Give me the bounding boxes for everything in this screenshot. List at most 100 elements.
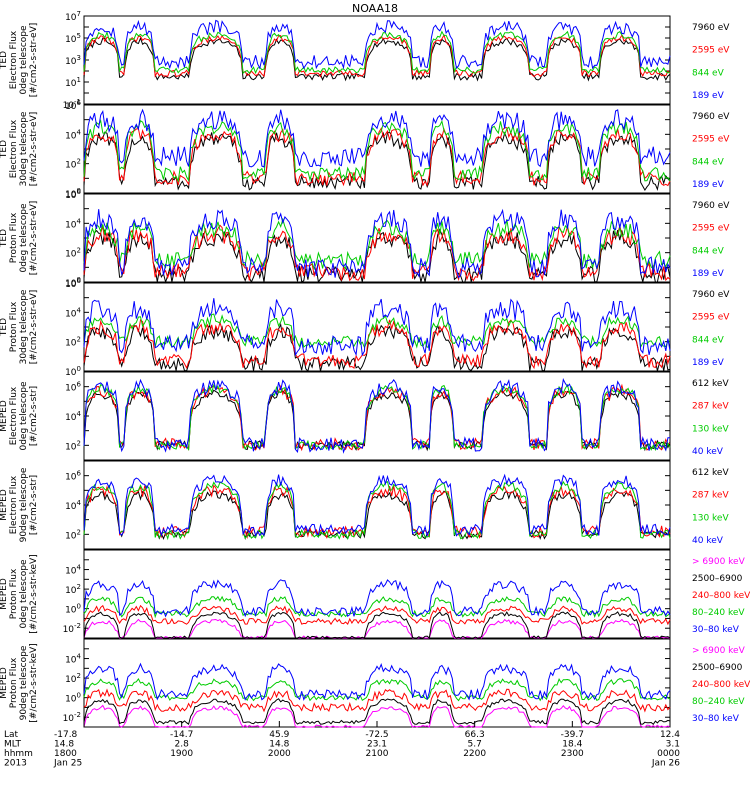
y-tick-label: 102: [65, 247, 81, 260]
y-axis-label: MEPEDProton Flux90deg telescope[#/cm2-s-…: [0, 643, 39, 722]
panels: 10-1 101 103 105 107 TEDElectron Flux0deg tel…: [0, 10, 750, 728]
y-axis-label: MEPEDProton Flux0deg telescope[#/cm2-s-s…: [0, 554, 39, 633]
y-tick-label: 102: [65, 528, 81, 541]
x-tick-label: Jan 25: [53, 759, 82, 769]
x-tick-label: 3.1: [666, 740, 680, 750]
series-line-1-3: [83, 30, 671, 75]
series-line-1-1: [83, 36, 671, 82]
series-line-1-2: [83, 33, 671, 78]
y-axis-label: MEPEDElectron Flux90deg telescope[#/cm2-…: [0, 467, 39, 542]
series-line-5-4: [83, 378, 670, 454]
panel-5: 102 104 106 MEPEDElectron Flux0deg telescop…: [0, 371, 729, 461]
y-tick-label: 106: [65, 188, 81, 201]
legend-entry: 40 keV: [692, 536, 724, 546]
y-tick-label: 10-2: [63, 711, 81, 724]
legend-entry: 189 eV: [692, 269, 725, 279]
x-tick-label: 45.9: [269, 730, 289, 740]
y-tick-label: 104: [65, 499, 81, 512]
legend-entry: 612 keV: [692, 468, 729, 478]
series-line-6-4: [83, 473, 671, 538]
legend-entry: 287 keV: [692, 402, 729, 412]
series-line-2-4: [83, 108, 671, 168]
legend-entry: 40 keV: [692, 447, 724, 457]
legend-entry: 844 eV: [692, 246, 725, 256]
legend-entry: 7960 eV: [692, 201, 730, 211]
x-row-label: 2013: [4, 759, 27, 769]
panel-3: 100 102 104 106 TEDProton Flux0deg telescope…: [0, 188, 730, 289]
legend-entry: > 6900 keV: [692, 646, 746, 656]
y-tick-label: 104: [65, 653, 81, 666]
x-tick-label: -72.5: [365, 730, 388, 740]
legend-entry: 30–80 keV: [692, 714, 740, 724]
panel-1: 10-1 101 103 105 107 TEDElectron Flux0deg tel…: [0, 10, 730, 111]
y-tick-label: 100: [65, 276, 81, 289]
x-tick-label: 2.8: [175, 740, 190, 750]
x-tick-label: 2000: [268, 749, 291, 759]
legend-entry: > 6900 keV: [692, 557, 746, 567]
y-tick-label: 104: [65, 128, 81, 141]
y-tick-label: 102: [65, 158, 81, 171]
series-line-3-2: [83, 223, 671, 282]
legend-entry: 189 eV: [692, 180, 725, 190]
x-tick-label: 12.4: [660, 730, 680, 740]
x-tick-label: 2100: [366, 749, 389, 759]
x-tick-label: 1900: [170, 749, 193, 759]
y-tick-label: 102: [65, 672, 81, 685]
y-tick-label: 107: [65, 10, 81, 23]
series-line-8-4: [83, 677, 671, 702]
y-axis-label: MEPEDElectron Flux0deg telescope[#/cm2-s…: [0, 381, 39, 451]
y-tick-label: 105: [65, 32, 81, 45]
x-tick-label: 66.3: [465, 730, 485, 740]
x-tick-label: 0000: [657, 749, 680, 759]
series-line-7-2: [83, 611, 671, 639]
y-tick-label: 106: [65, 470, 81, 483]
y-tick-label: 100: [65, 692, 81, 705]
y-tick-label: 104: [65, 564, 81, 577]
y-tick-label: 103: [65, 54, 81, 67]
legend-entry: 80–240 keV: [692, 697, 745, 707]
legend-entry: 2500–6900: [692, 663, 743, 673]
y-tick-label: 100: [65, 187, 81, 200]
series-line-1-4: [83, 19, 671, 70]
y-tick-label: 106: [65, 99, 81, 112]
legend-entry: 240–800 keV: [692, 591, 750, 601]
x-tick-label: -14.7: [170, 730, 193, 740]
legend-entry: 287 keV: [692, 491, 729, 501]
series-line-4-3: [83, 313, 671, 350]
legend-entry: 130 keV: [692, 424, 729, 434]
x-tick-label: 2200: [463, 749, 486, 759]
panel-2: 100 102 104 106 TEDElectron Flux30deg telesc…: [0, 99, 730, 200]
legend-entry: 130 keV: [692, 513, 729, 523]
x-row-label: hhmm: [4, 749, 33, 759]
x-tick-label: -17.8: [54, 730, 78, 740]
y-tick-label: 104: [65, 306, 81, 319]
y-tick-label: 100: [65, 603, 81, 616]
legend-entry: 612 keV: [692, 379, 729, 389]
panel-8: 10-2 100 102 104 MEPEDProton Flux90deg teles…: [0, 638, 750, 728]
legend-entry: 7960 eV: [692, 290, 730, 300]
legend-entry: 80–240 keV: [692, 608, 745, 618]
series-line-7-5: [83, 579, 671, 618]
series-line-8-3: [83, 688, 671, 713]
series-line-7-1: [83, 618, 671, 639]
series-line-6-3: [83, 480, 671, 541]
y-tick-label: 102: [65, 439, 81, 452]
legend-entry: 30–80 keV: [692, 625, 740, 635]
legend-entry: 189 eV: [692, 91, 725, 101]
series-line-3-3: [83, 217, 671, 271]
series-line-6-1: [83, 490, 671, 541]
legend-entry: 844 eV: [692, 68, 725, 78]
legend-entry: 7960 eV: [692, 23, 730, 33]
x-row-label: Lat: [4, 730, 19, 740]
series-line-7-3: [83, 604, 671, 626]
series-line-2-3: [83, 119, 671, 183]
legend-entry: 7960 eV: [692, 112, 730, 122]
y-tick-label: 106: [65, 277, 81, 290]
series-line-2-2: [83, 127, 671, 187]
y-tick-label: 102: [65, 336, 81, 349]
x-tick-label: 14.8: [269, 740, 289, 750]
x-tick-label: -39.7: [561, 730, 584, 740]
x-tick-label: 1800: [54, 749, 77, 759]
y-tick-label: 10-2: [63, 622, 81, 635]
